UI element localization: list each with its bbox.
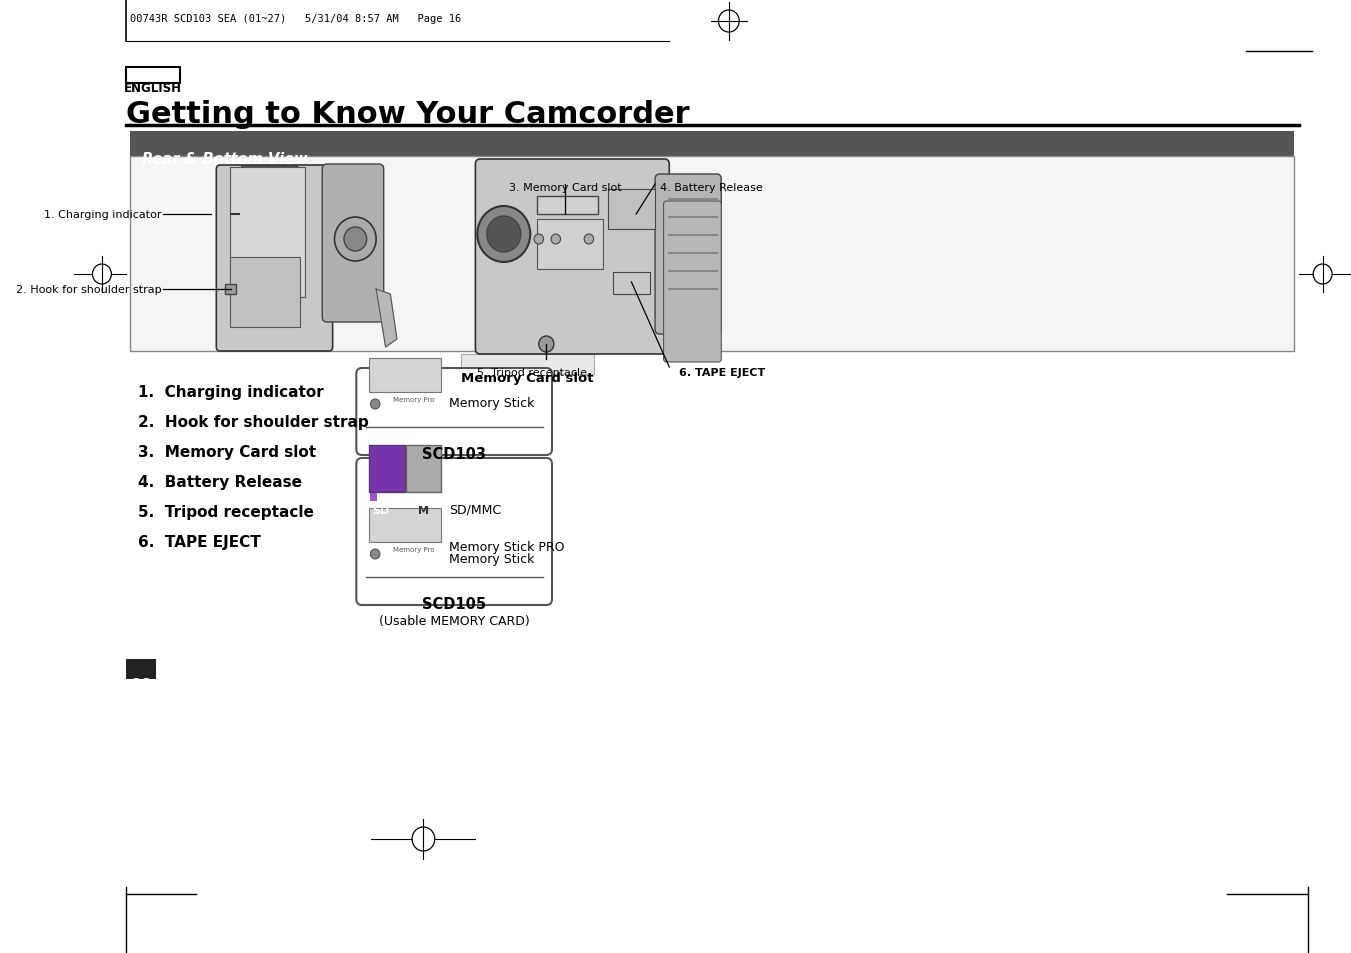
Text: Memory Stick: Memory Stick bbox=[449, 396, 534, 409]
Text: Memory Stick: Memory Stick bbox=[449, 553, 534, 566]
FancyBboxPatch shape bbox=[655, 174, 721, 335]
Text: 1. Charging indicator: 1. Charging indicator bbox=[45, 210, 162, 220]
Text: 6.  TAPE EJECT: 6. TAPE EJECT bbox=[138, 535, 261, 550]
Bar bbox=[230, 257, 300, 328]
Text: Getting to Know Your Camcorder: Getting to Know Your Camcorder bbox=[126, 100, 689, 129]
Circle shape bbox=[534, 234, 543, 245]
FancyBboxPatch shape bbox=[663, 202, 721, 363]
FancyBboxPatch shape bbox=[369, 358, 442, 393]
Text: SCD105: SCD105 bbox=[422, 597, 486, 612]
Bar bbox=[608, 190, 655, 230]
Text: 6. TAPE EJECT: 6. TAPE EJECT bbox=[678, 368, 765, 377]
Text: SCD103: SCD103 bbox=[422, 447, 486, 461]
Polygon shape bbox=[376, 290, 397, 348]
Circle shape bbox=[370, 550, 380, 559]
Text: 1.  Charging indicator: 1. Charging indicator bbox=[138, 385, 324, 399]
Text: SD/MMC: SD/MMC bbox=[449, 503, 501, 516]
FancyBboxPatch shape bbox=[240, 167, 299, 203]
Bar bbox=[536, 220, 603, 270]
Text: 5.  Tripod receptacle: 5. Tripod receptacle bbox=[138, 504, 313, 519]
Bar bbox=[612, 273, 650, 294]
Circle shape bbox=[370, 399, 380, 410]
Text: 2. Hook for shoulder strap: 2. Hook for shoulder strap bbox=[16, 285, 162, 294]
Circle shape bbox=[486, 216, 520, 253]
Text: Memory Pro: Memory Pro bbox=[393, 396, 435, 402]
FancyBboxPatch shape bbox=[369, 446, 405, 493]
Text: 2.  Hook for shoulder strap: 2. Hook for shoulder strap bbox=[138, 415, 369, 430]
Bar bbox=[130, 132, 1294, 157]
Text: 5. Tripod receptacle: 5. Tripod receptacle bbox=[477, 368, 588, 377]
Text: Memory Stick PRO: Memory Stick PRO bbox=[449, 540, 565, 553]
Text: (Usable MEMORY CARD): (Usable MEMORY CARD) bbox=[378, 615, 530, 627]
Text: 3. Memory Card slot: 3. Memory Card slot bbox=[509, 183, 621, 193]
Text: 3.  Memory Card slot: 3. Memory Card slot bbox=[138, 444, 316, 459]
FancyBboxPatch shape bbox=[370, 494, 377, 501]
Text: M: M bbox=[417, 505, 428, 516]
FancyBboxPatch shape bbox=[216, 166, 332, 352]
FancyBboxPatch shape bbox=[126, 68, 181, 84]
Text: 4.  Battery Release: 4. Battery Release bbox=[138, 475, 301, 490]
Text: 4. Battery Release: 4. Battery Release bbox=[659, 183, 762, 193]
FancyBboxPatch shape bbox=[323, 165, 384, 323]
Text: ENGLISH: ENGLISH bbox=[124, 82, 182, 95]
Text: Memory Card slot: Memory Card slot bbox=[461, 372, 593, 385]
Bar bbox=[536, 196, 598, 214]
Text: SD: SD bbox=[373, 505, 389, 516]
Bar bbox=[130, 157, 1294, 352]
Bar bbox=[126, 659, 155, 679]
Circle shape bbox=[551, 234, 561, 245]
Circle shape bbox=[477, 207, 530, 263]
Text: 00743R SCD103 SEA (01~27)   5/31/04 8:57 AM   Page 16: 00743R SCD103 SEA (01~27) 5/31/04 8:57 A… bbox=[130, 14, 462, 24]
Text: 16: 16 bbox=[131, 677, 150, 690]
Circle shape bbox=[539, 336, 554, 353]
Text: Rear & Bottom View: Rear & Bottom View bbox=[142, 152, 307, 167]
Bar bbox=[461, 355, 593, 375]
FancyBboxPatch shape bbox=[407, 446, 442, 493]
Circle shape bbox=[584, 234, 593, 245]
FancyBboxPatch shape bbox=[357, 369, 553, 456]
Bar bbox=[230, 168, 305, 297]
FancyBboxPatch shape bbox=[357, 458, 553, 605]
Circle shape bbox=[335, 218, 376, 262]
Circle shape bbox=[345, 228, 366, 252]
FancyBboxPatch shape bbox=[369, 509, 442, 542]
FancyBboxPatch shape bbox=[476, 160, 669, 355]
Bar bbox=[224, 285, 236, 294]
Text: Memory Pro: Memory Pro bbox=[393, 546, 435, 553]
